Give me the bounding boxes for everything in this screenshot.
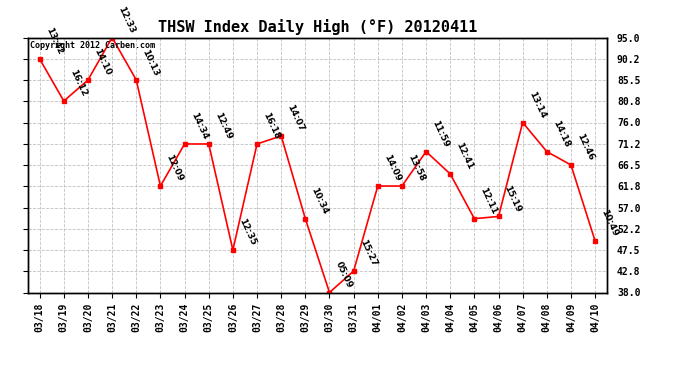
Text: 10:49: 10:49 bbox=[600, 209, 620, 238]
Text: 13:42: 13:42 bbox=[44, 26, 64, 56]
Text: 10:34: 10:34 bbox=[310, 186, 330, 216]
Text: 14:34: 14:34 bbox=[189, 111, 209, 141]
Text: 14:09: 14:09 bbox=[382, 153, 402, 183]
Text: 14:10: 14:10 bbox=[92, 48, 112, 77]
Text: 12:33: 12:33 bbox=[117, 5, 137, 35]
Text: 12:11: 12:11 bbox=[479, 186, 499, 216]
Text: 12:49: 12:49 bbox=[213, 111, 233, 141]
Text: 13:14: 13:14 bbox=[527, 90, 547, 120]
Text: 05:09: 05:09 bbox=[334, 260, 354, 290]
Text: 12:09: 12:09 bbox=[165, 153, 185, 183]
Text: 12:46: 12:46 bbox=[575, 132, 595, 162]
Text: 16:18: 16:18 bbox=[262, 111, 282, 141]
Text: 11:59: 11:59 bbox=[431, 119, 451, 149]
Text: 14:18: 14:18 bbox=[551, 119, 571, 149]
Text: 12:35: 12:35 bbox=[237, 217, 257, 247]
Title: THSW Index Daily High (°F) 20120411: THSW Index Daily High (°F) 20120411 bbox=[158, 19, 477, 35]
Text: 16:12: 16:12 bbox=[68, 69, 88, 98]
Text: 15:27: 15:27 bbox=[358, 238, 378, 268]
Text: 14:07: 14:07 bbox=[286, 103, 306, 133]
Text: 12:41: 12:41 bbox=[455, 141, 475, 171]
Text: Copyright 2012 Carben.com: Copyright 2012 Carben.com bbox=[30, 41, 155, 50]
Text: 10:13: 10:13 bbox=[141, 48, 161, 77]
Text: 13:58: 13:58 bbox=[406, 153, 426, 183]
Text: 15:19: 15:19 bbox=[503, 184, 523, 214]
